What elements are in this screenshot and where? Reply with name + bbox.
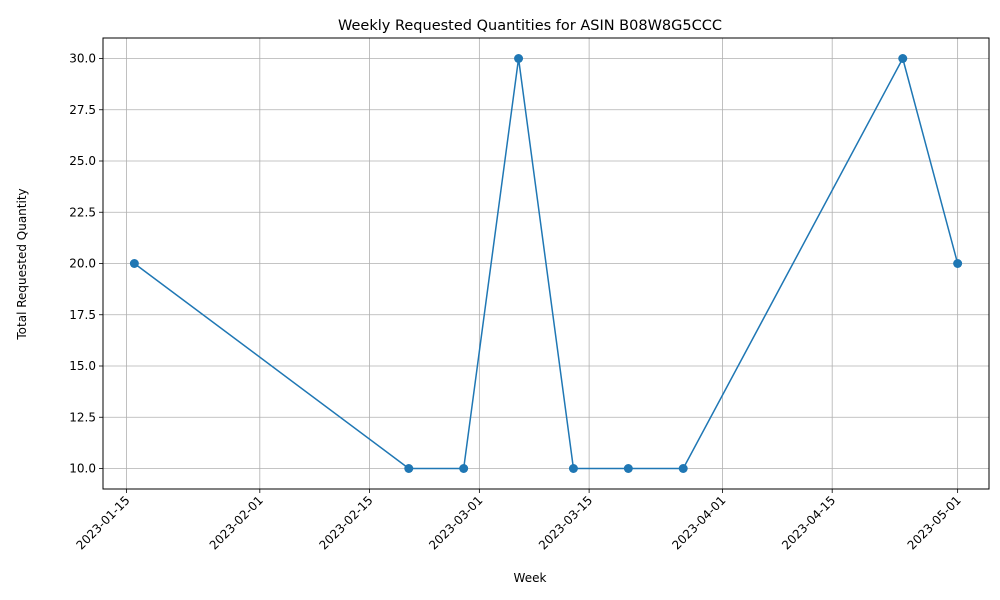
data-point: [678, 464, 688, 473]
x-tick-label: 2023-03-01: [426, 493, 485, 552]
data-point: [568, 464, 578, 473]
y-tick-label: 10.0: [69, 462, 96, 476]
y-tick-label: 20.0: [69, 257, 96, 271]
y-tick-label: 27.5: [69, 103, 96, 117]
data-point: [623, 464, 633, 473]
data-point: [459, 464, 469, 473]
x-axis-label: Week: [514, 571, 547, 585]
y-tick-label: 17.5: [69, 308, 96, 322]
chart-title: Weekly Requested Quantities for ASIN B08…: [338, 18, 722, 34]
data-point: [898, 54, 908, 63]
y-axis: 10.0 12.5 15.0 17.5 20.0 22.5 25.0 27.5 30.0: [69, 52, 103, 476]
x-tick-label: 2023-01-15: [73, 493, 132, 552]
x-axis: 2023-01-15 2023-02-01 2023-02-15 2023-03-01…: [73, 489, 964, 552]
x-tick-label: 2023-02-15: [316, 493, 375, 552]
y-tick-label: 25.0: [69, 154, 96, 168]
x-tick-label: 2023-03-15: [536, 493, 595, 552]
data-point: [129, 259, 139, 268]
y-axis-label: Total Requested Quantity: [15, 188, 29, 340]
data-point: [514, 54, 524, 63]
x-tick-label: 2023-02-01: [207, 493, 266, 552]
x-tick-label: 2023-04-01: [669, 493, 728, 552]
y-tick-label: 22.5: [69, 205, 96, 219]
y-tick-label: 30.0: [69, 52, 96, 66]
data-point: [404, 464, 414, 473]
series-layer: [129, 54, 963, 473]
y-tick-label: 12.5: [69, 410, 96, 424]
y-tick-label: 15.0: [69, 359, 96, 373]
data-point: [953, 259, 963, 268]
x-tick-label: 2023-05-01: [905, 493, 964, 552]
x-tick-label: 2023-04-15: [779, 493, 838, 552]
